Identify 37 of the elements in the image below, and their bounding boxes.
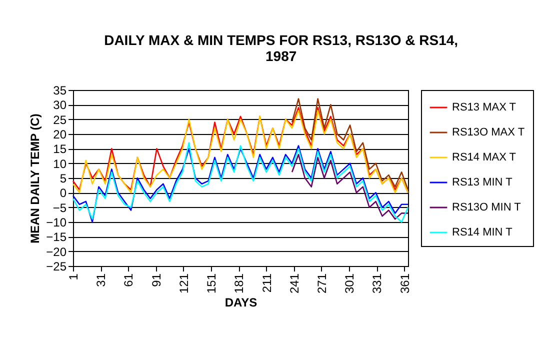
x-axis-title: DAYS (224, 296, 258, 310)
legend-label: RS14 MIN T (452, 226, 513, 238)
y-axis-title: MEAN DAILY TEMP (C) (28, 114, 42, 244)
line-series (291, 154, 409, 220)
x-tick-label: 151 (204, 273, 219, 294)
legend-label: RS13O MAX T (452, 126, 525, 138)
x-tick-label: 31 (94, 273, 108, 287)
x-tick-label: 121 (176, 273, 191, 294)
x-tick-label: 61 (122, 273, 136, 287)
x-tick-label: 361 (398, 273, 412, 294)
y-tick-label: −10 (46, 216, 67, 230)
y-tick-label: 35 (53, 84, 67, 98)
y-tick-label: 15 (53, 142, 67, 156)
chart-title: DAILY MAX & MIN TEMPS FOR RS13, RS13O & RS14, 1987 (104, 32, 458, 64)
y-tick-label: 5 (60, 172, 67, 186)
legend-label: RS13 MIN T (452, 176, 513, 188)
y-tick-label: −20 (46, 244, 67, 259)
x-tick-label: 301 (342, 273, 357, 294)
y-tick-label: 10 (53, 156, 67, 171)
x-tick-label: 1 (66, 273, 80, 280)
y-tick-label: −25 (46, 260, 67, 274)
x-tick-label: 181 (232, 273, 246, 294)
y-tick-label: 20 (53, 128, 67, 142)
x-tick-label: 241 (287, 273, 302, 294)
line-series (291, 98, 409, 190)
y-tick-label: 0 (60, 186, 67, 200)
legend-label: RS13O MIN T (452, 202, 522, 214)
x-tick-label: 331 (370, 273, 384, 294)
y-tick-label: 25 (53, 112, 67, 127)
legend-label: RS14 MAX T (452, 152, 516, 164)
y-tick-label: 30 (53, 98, 67, 112)
y-tick-label: −5 (52, 200, 67, 215)
x-tick-label: 211 (260, 273, 274, 293)
x-tick-label: 91 (149, 273, 164, 287)
y-tick-label: −15 (46, 230, 67, 244)
x-tick-label: 271 (314, 273, 329, 294)
legend-label: RS13 MAX T (452, 102, 516, 114)
